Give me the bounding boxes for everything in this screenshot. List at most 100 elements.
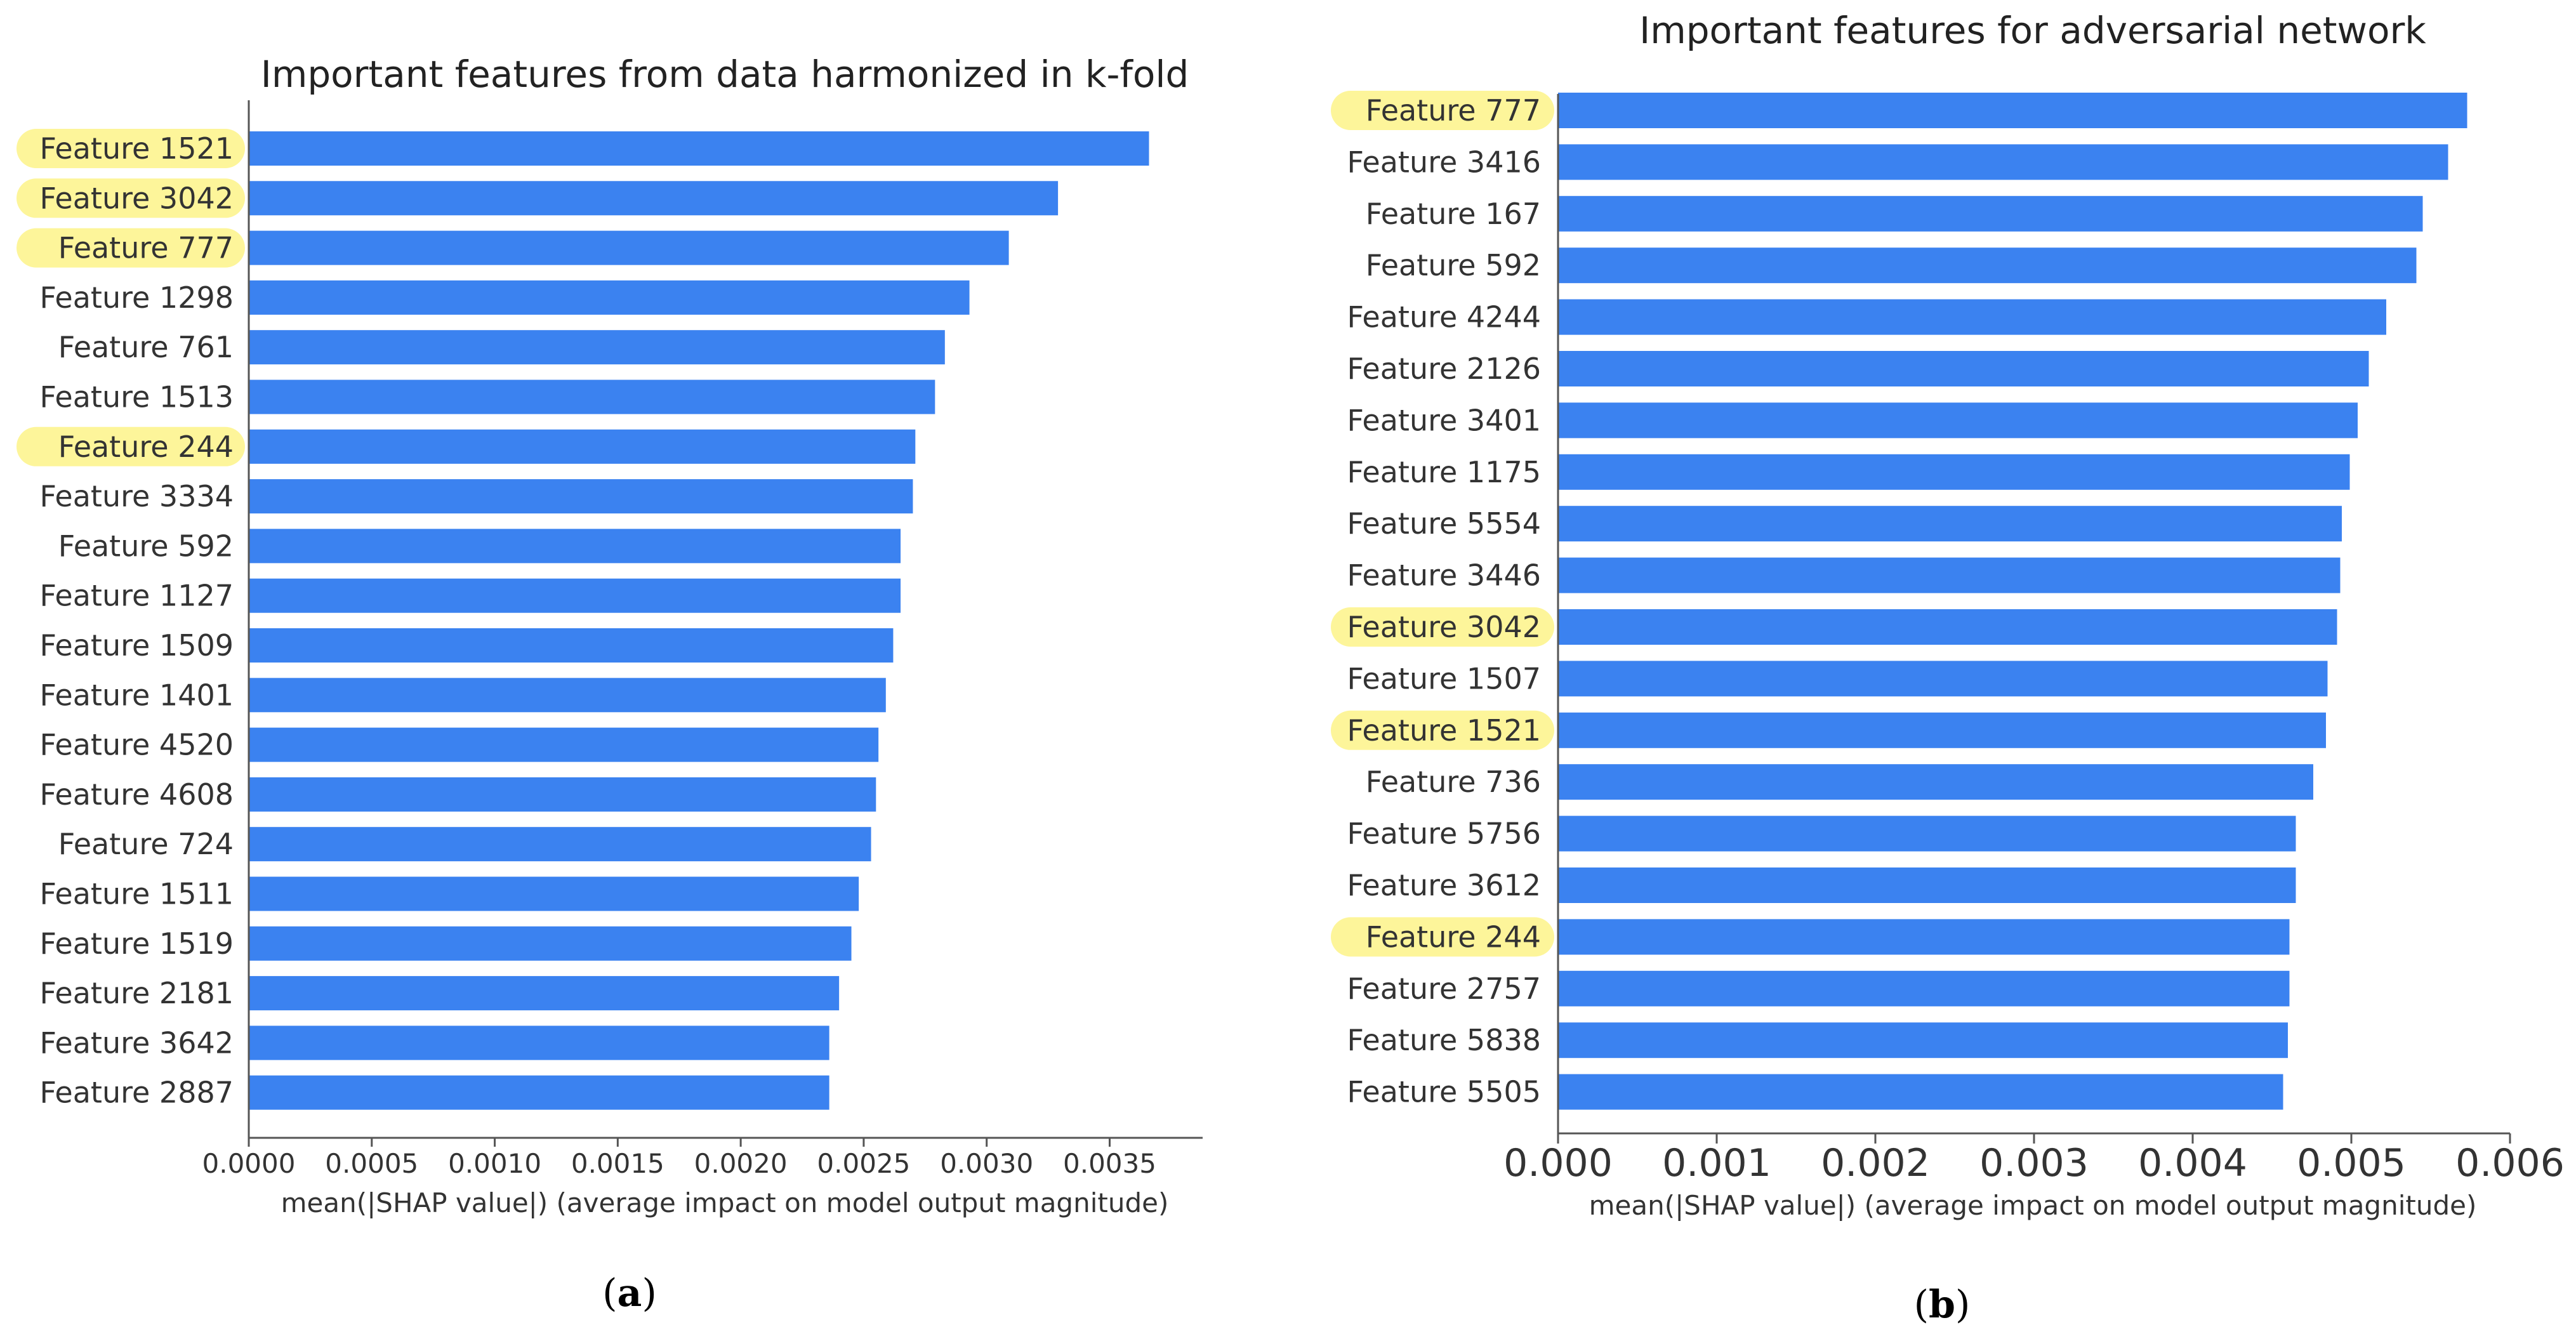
panel-b-category-label: Feature 3446 (1347, 558, 1541, 593)
panel-a-category-label: Feature 244 (58, 430, 234, 464)
panel-b-category-label: Feature 3401 (1347, 403, 1541, 437)
panel-b-bar (1558, 712, 2326, 748)
caption-a-letter: a (618, 1271, 642, 1316)
panel-a-bar (249, 131, 1149, 166)
panel-b-category-label: Feature 777 (1366, 93, 1541, 128)
panel-a-category-label: Feature 777 (58, 231, 234, 265)
panel-a-label-highlight (17, 228, 245, 268)
panel-a-bar (249, 230, 1009, 265)
panel-a-bar (249, 578, 901, 613)
panel-a-category-label: Feature 4520 (39, 728, 234, 762)
panel-a-category-label: Feature 1127 (39, 579, 234, 613)
caption-a-close: ) (642, 1271, 656, 1316)
panel-b-category-label: Feature 244 (1366, 920, 1541, 954)
panel-a-bar (249, 926, 852, 961)
panel-a-x-tick-label: 0.0020 (694, 1148, 788, 1179)
panel-a-x-tick-label: 0.0005 (325, 1148, 418, 1179)
panel-b-bar (1558, 144, 2448, 180)
panel-b-x-tick-label: 0.000 (1503, 1141, 1613, 1185)
panel-b-bar (1558, 867, 2296, 903)
panel-a-category-label: Feature 2181 (39, 976, 234, 1010)
panel-b-x-tick-label: 0.002 (1821, 1141, 1930, 1185)
panel-b-chart: Important features for adversarial netwo… (1331, 9, 2565, 1221)
caption-b-close: ) (1955, 1283, 1970, 1327)
panel-a-label-highlight (17, 129, 245, 168)
panel-a-category-label: Feature 724 (58, 827, 234, 861)
panel-a-category-label: Feature 4608 (39, 777, 234, 812)
panel-a-bar (249, 876, 859, 911)
panel-b-label-highlight (1331, 917, 1554, 957)
panel-b-category-label: Feature 5756 (1347, 817, 1541, 851)
panel-b-x-tick-label: 0.001 (1662, 1141, 1771, 1185)
panel-b-bar (1558, 299, 2386, 335)
panel-a-x-axis-label: mean(|SHAP value|) (average impact on mo… (281, 1187, 1169, 1218)
panel-a-bar (249, 181, 1059, 216)
panel-a-category-label: Feature 592 (58, 529, 234, 563)
caption-b-open: ( (1914, 1283, 1929, 1327)
panel-a-x-tick-label: 0.0035 (1063, 1148, 1156, 1179)
panel-b-x-tick-label: 0.004 (2138, 1141, 2247, 1185)
panel-b-label-highlight (1331, 91, 1554, 130)
panel-b-highlights (1331, 91, 1554, 957)
panel-b-category-label: Feature 4244 (1347, 300, 1541, 334)
panel-b-category-label: Feature 167 (1366, 197, 1541, 231)
panel-a-bar (249, 280, 970, 315)
panel-a-category-label: Feature 1513 (39, 380, 234, 414)
panel-b-bar (1558, 764, 2313, 800)
panel-a-bar (249, 1075, 829, 1110)
caption-b-letter: b (1929, 1283, 1955, 1327)
panel-b-x-tick-label: 0.005 (2297, 1141, 2406, 1185)
panel-b-category-labels: Feature 777 Feature 3416 Feature 167 Featur… (1347, 93, 1541, 1109)
panel-b-label-highlight (1331, 607, 1554, 647)
panel-a-category-label: Feature 2887 (39, 1076, 234, 1110)
panel-b-bar (1558, 815, 2296, 852)
panel-b-bar (1558, 195, 2423, 232)
panel-b-x-ticks: 0.000 0.001 0.002 0.003 0.004 0.005 0.006 (1503, 1133, 2565, 1185)
panel-a-bar (249, 976, 840, 1011)
panel-a-category-label: Feature 3042 (39, 181, 234, 215)
panel-b-category-label: Feature 3042 (1347, 610, 1541, 644)
panel-a-chart: Important features from data harmonized … (17, 53, 1203, 1218)
panel-b-category-label: Feature 5554 (1347, 506, 1541, 541)
panel-a-bar (249, 777, 876, 812)
panel-a-category-label: Feature 1519 (39, 927, 234, 961)
panel-b-category-label: Feature 736 (1366, 765, 1541, 799)
panel-b-caption: (b) (1914, 1283, 1971, 1327)
panel-b-category-label: Feature 592 (1366, 248, 1541, 282)
panel-b-category-label: Feature 3416 (1347, 145, 1541, 179)
panel-b-bar (1558, 351, 2369, 386)
panel-b-bar (1558, 919, 2290, 955)
panel-b-category-label: Feature 1521 (1347, 713, 1541, 748)
panel-a-category-label: Feature 1509 (39, 628, 234, 663)
panel-b-category-label: Feature 1175 (1347, 455, 1541, 489)
panel-b-category-label: Feature 5838 (1347, 1023, 1541, 1057)
panel-a-bar (249, 727, 879, 762)
panel-a-category-label: Feature 3334 (39, 479, 234, 513)
panel-b-bar (1558, 1022, 2288, 1059)
panel-a-bar (249, 379, 935, 414)
panel-a-x-tick-label: 0.0030 (940, 1148, 1033, 1179)
panel-a-bar (249, 678, 886, 713)
panel-a-x-tick-label: 0.0025 (817, 1148, 910, 1179)
panel-b-bar (1558, 609, 2337, 645)
panel-b-category-label: Feature 3612 (1347, 868, 1541, 902)
panel-a-title: Important features from data harmonized … (261, 53, 1189, 96)
panel-a-category-label: Feature 1511 (39, 877, 234, 911)
panel-a-category-label: Feature 761 (58, 330, 234, 364)
panel-a-category-labels: Feature 1521 Feature 3042 Feature 777 Featu… (39, 131, 234, 1110)
panel-b-bar (1558, 93, 2467, 128)
panel-b-bars (1558, 93, 2467, 1110)
panel-b-bar (1558, 557, 2341, 593)
panel-a-category-label: Feature 1298 (39, 280, 234, 315)
panel-a-caption: (a) (602, 1271, 657, 1316)
panel-b-category-label: Feature 2126 (1347, 352, 1541, 386)
panel-b-bar (1558, 402, 2358, 439)
panel-a-label-highlight (17, 426, 245, 466)
panel-a-bar (249, 479, 913, 514)
panel-a-bar (249, 330, 945, 365)
panel-b-bar (1558, 970, 2290, 1006)
panel-a-x-ticks: 0.0000 0.0005 0.0010 0.0015 0.0020 0.0025 0.00… (202, 1138, 1156, 1179)
panel-a-x-tick-label: 0.0010 (448, 1148, 541, 1179)
panel-b-bar (1558, 661, 2328, 697)
